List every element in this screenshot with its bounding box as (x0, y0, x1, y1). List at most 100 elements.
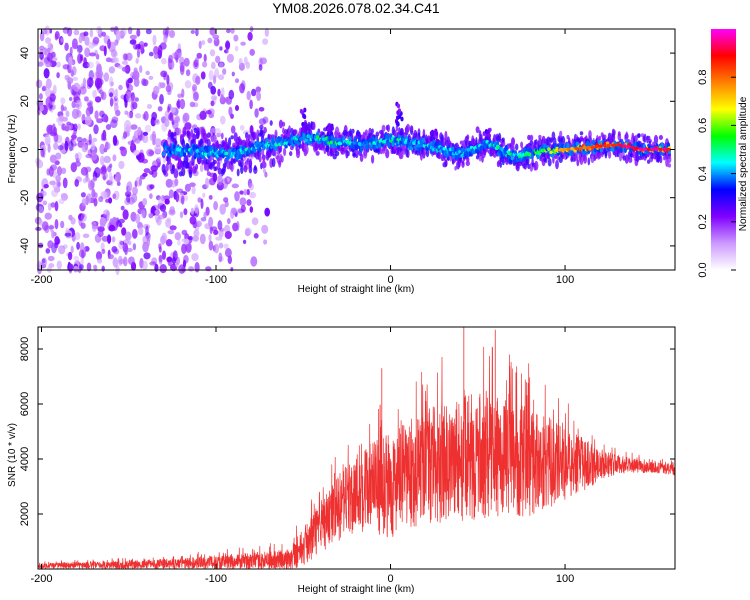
ridge-core-blob (455, 153, 459, 160)
ridge-halo-blob (239, 158, 244, 168)
noise-blob (228, 89, 235, 100)
noise-blob (184, 80, 192, 89)
noise-blob (214, 243, 219, 254)
noise-blob (130, 92, 135, 102)
noise-blob (117, 65, 123, 69)
ridge-halo-blob (206, 171, 211, 176)
noise-blob (238, 58, 243, 66)
spectrogram-ridge-layer (161, 101, 672, 179)
ridge-halo-blob (259, 124, 264, 130)
ridge-streak-blob (330, 125, 334, 131)
ridge-halo-blob (278, 119, 283, 129)
noise-blob (58, 36, 64, 46)
noise-blob (139, 65, 143, 73)
noise-blob (127, 256, 135, 266)
noise-blob (102, 209, 110, 218)
ridge-core-blob (597, 139, 601, 145)
ridge-halo-blob (188, 170, 193, 179)
noise-blob (183, 57, 190, 67)
ridge-halo-blob (289, 151, 293, 157)
ridge-halo-blob (379, 148, 383, 155)
noise-blob (153, 45, 159, 55)
ridge-peak-blob (466, 148, 471, 152)
snr-frame (37, 326, 676, 570)
ridge-halo-blob (459, 140, 464, 145)
noise-blob (199, 233, 206, 245)
ridge-peak-blob (428, 142, 433, 147)
ridge-core-blob (451, 146, 455, 152)
noise-blob (121, 227, 127, 236)
noise-blob (67, 62, 72, 74)
noise-blob (215, 236, 223, 241)
noise-blob (74, 232, 81, 241)
noise-blob (118, 84, 123, 91)
noise-blob (155, 119, 159, 124)
ridge-halo-blob (529, 134, 534, 141)
noise-blob (146, 104, 153, 109)
ridge-halo-blob (410, 126, 413, 132)
ridge-halo-blob (663, 156, 666, 161)
ridge-peak-blob (229, 154, 234, 158)
noise-blob (101, 132, 105, 141)
noise-blob (107, 38, 111, 49)
noise-blob (130, 124, 138, 130)
noise-blob (45, 78, 52, 89)
noise-blob (49, 93, 56, 102)
noise-blob (48, 263, 55, 268)
snr-panel: -200 -100 0 100 2000 4000 6000 8000 Height of … (7, 326, 676, 595)
y-tick-label: -20 (19, 190, 31, 206)
ridge-streak-blob (400, 116, 404, 122)
figure-title: YM08.2026.078.02.34.C41 (272, 0, 440, 16)
noise-blob (262, 116, 269, 124)
noise-blob (127, 26, 133, 35)
noise-blob (121, 66, 127, 72)
noise-blob (41, 29, 48, 35)
ridge-halo-blob (454, 166, 457, 171)
noise-blob (122, 209, 129, 220)
ridge-halo-blob (195, 163, 199, 171)
ridge-peak-blob (315, 135, 320, 139)
noise-blob (138, 178, 143, 187)
noise-blob (122, 53, 128, 61)
noise-blob (64, 42, 69, 51)
ridge-peak-blob (329, 140, 334, 145)
noise-blob (169, 225, 177, 231)
noise-blob (227, 255, 232, 264)
noise-blob (67, 27, 73, 37)
noise-blob (190, 29, 195, 34)
noise-blob (255, 86, 261, 93)
ridge-halo-blob (314, 142, 319, 151)
noise-blob (112, 57, 118, 63)
noise-blob (188, 235, 193, 241)
ridge-halo-blob (399, 143, 403, 153)
ridge-streak-blob (302, 113, 306, 119)
noise-blob (45, 37, 52, 44)
noise-blob (168, 189, 174, 199)
colorbar-tick-label: 0.2 (697, 214, 709, 229)
noise-blob (126, 193, 131, 203)
ridge-streak-blob (399, 130, 403, 136)
ridge-halo-blob (261, 154, 266, 161)
noise-blob (177, 98, 181, 110)
ridge-halo-blob (204, 162, 207, 171)
noise-blob (239, 83, 245, 94)
noise-blob (108, 224, 116, 232)
noise-blob (89, 29, 94, 38)
noise-blob (137, 126, 142, 136)
ridge-hot-blob (594, 145, 599, 149)
noise-blob (47, 240, 54, 249)
noise-blob (230, 125, 236, 134)
ridge-core-blob (387, 141, 391, 149)
noise-blob (170, 179, 177, 188)
noise-blob (81, 198, 87, 207)
ridge-core-blob (162, 151, 166, 157)
noise-blob (134, 137, 141, 144)
ridge-halo-blob (213, 159, 217, 165)
ridge-streak-blob (396, 103, 401, 109)
noise-blob (148, 213, 154, 219)
noise-blob (138, 227, 144, 236)
ridge-halo-blob (206, 132, 211, 138)
noise-blob (39, 51, 44, 61)
noise-blob (262, 38, 269, 45)
noise-blob (208, 70, 214, 81)
